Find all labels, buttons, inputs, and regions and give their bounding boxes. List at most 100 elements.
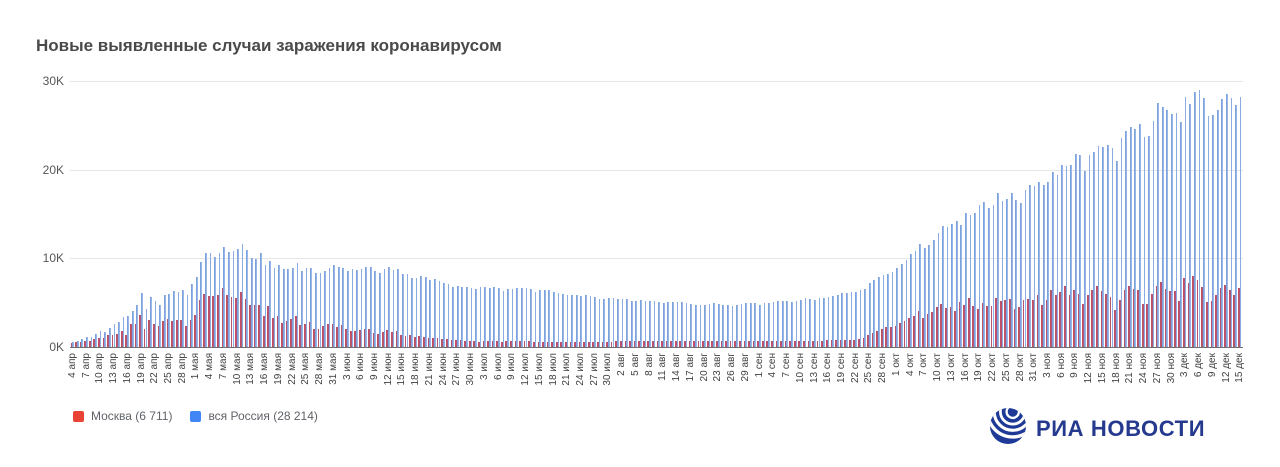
bar-russia[interactable] xyxy=(768,302,770,347)
bar-moscow[interactable] xyxy=(423,337,425,347)
bar-moscow[interactable] xyxy=(75,342,77,347)
bar-russia[interactable] xyxy=(470,287,473,347)
bar-russia[interactable] xyxy=(681,302,683,347)
bar-russia[interactable] xyxy=(1084,171,1086,347)
bar-russia[interactable] xyxy=(932,239,935,347)
bar-russia[interactable] xyxy=(461,286,464,347)
bar-russia[interactable] xyxy=(951,224,953,347)
bar-russia[interactable] xyxy=(292,268,294,347)
bar-russia[interactable] xyxy=(1175,112,1178,347)
bar-russia[interactable] xyxy=(337,266,340,347)
bar-russia[interactable] xyxy=(987,207,990,347)
bar-russia[interactable] xyxy=(1065,166,1068,347)
bar-moscow[interactable] xyxy=(990,305,993,347)
bar-russia[interactable] xyxy=(397,268,400,347)
bar-moscow[interactable] xyxy=(450,339,453,347)
bar-moscow[interactable] xyxy=(1045,300,1048,347)
bar-moscow[interactable] xyxy=(688,341,691,347)
bar-moscow[interactable] xyxy=(638,340,640,347)
bar-russia[interactable] xyxy=(456,286,459,347)
bar-moscow[interactable] xyxy=(963,305,965,347)
bar-moscow[interactable] xyxy=(528,341,531,347)
bar-russia[interactable] xyxy=(296,263,299,347)
bar-moscow[interactable] xyxy=(917,310,920,347)
bar-russia[interactable] xyxy=(713,303,715,347)
bar-moscow[interactable] xyxy=(1132,288,1135,347)
bar-russia[interactable] xyxy=(978,205,981,347)
bar-russia[interactable] xyxy=(1088,155,1091,347)
bar-moscow[interactable] xyxy=(304,324,306,347)
bar-moscow[interactable] xyxy=(592,341,595,347)
bar-moscow[interactable] xyxy=(510,341,512,347)
bar-russia[interactable] xyxy=(804,298,807,347)
bar-moscow[interactable] xyxy=(793,340,796,347)
bar-moscow[interactable] xyxy=(615,340,618,347)
bar-moscow[interactable] xyxy=(180,320,183,347)
bar-moscow[interactable] xyxy=(148,319,151,347)
bar-russia[interactable] xyxy=(832,295,834,347)
bar-moscow[interactable] xyxy=(986,306,988,347)
bar-russia[interactable] xyxy=(969,214,972,347)
bar-moscow[interactable] xyxy=(487,341,489,347)
bar-russia[interactable] xyxy=(603,298,606,347)
bar-moscow[interactable] xyxy=(464,340,466,347)
bar-russia[interactable] xyxy=(1203,97,1205,347)
bar-russia[interactable] xyxy=(145,309,148,347)
bar-russia[interactable] xyxy=(438,281,441,347)
bar-moscow[interactable] xyxy=(1091,290,1094,347)
bar-russia[interactable] xyxy=(1230,98,1233,347)
bar-moscow[interactable] xyxy=(386,329,389,347)
bar-russia[interactable] xyxy=(310,268,313,347)
bar-moscow[interactable] xyxy=(1183,278,1185,347)
bar-russia[interactable] xyxy=(946,226,949,347)
bar-russia[interactable] xyxy=(159,304,161,347)
bar-moscow[interactable] xyxy=(885,327,888,347)
bar-russia[interactable] xyxy=(644,300,647,347)
bar-russia[interactable] xyxy=(241,243,244,347)
bar-russia[interactable] xyxy=(205,252,207,347)
bar-russia[interactable] xyxy=(1166,110,1169,347)
bar-russia[interactable] xyxy=(1116,160,1118,347)
bar-moscow[interactable] xyxy=(1059,291,1062,347)
bar-moscow[interactable] xyxy=(281,323,283,347)
bar-russia[interactable] xyxy=(1024,189,1027,347)
bar-moscow[interactable] xyxy=(1004,300,1007,347)
bar-russia[interactable] xyxy=(246,250,248,347)
bar-russia[interactable] xyxy=(108,327,111,347)
bar-moscow[interactable] xyxy=(1219,288,1222,347)
bar-moscow[interactable] xyxy=(313,328,315,347)
bar-russia[interactable] xyxy=(1079,155,1082,347)
bar-russia[interactable] xyxy=(639,300,642,347)
bar-moscow[interactable] xyxy=(890,326,892,347)
bar-russia[interactable] xyxy=(168,294,171,347)
bar-moscow[interactable] xyxy=(587,341,590,347)
bar-moscow[interactable] xyxy=(651,341,654,347)
bar-russia[interactable] xyxy=(795,300,798,347)
bar-moscow[interactable] xyxy=(679,340,682,347)
bar-russia[interactable] xyxy=(324,271,326,347)
bar-moscow[interactable] xyxy=(363,329,366,347)
bar-moscow[interactable] xyxy=(551,341,553,347)
bar-russia[interactable] xyxy=(223,247,226,347)
bar-russia[interactable] xyxy=(278,264,280,347)
bar-russia[interactable] xyxy=(685,302,688,347)
bar-russia[interactable] xyxy=(928,245,931,347)
bar-moscow[interactable] xyxy=(706,340,709,347)
bar-russia[interactable] xyxy=(1161,106,1164,347)
bar-moscow[interactable] xyxy=(537,341,540,347)
bar-russia[interactable] xyxy=(429,279,432,347)
bar-moscow[interactable] xyxy=(633,340,636,347)
bar-russia[interactable] xyxy=(1111,148,1114,347)
bar-moscow[interactable] xyxy=(578,341,581,347)
bar-russia[interactable] xyxy=(1225,93,1228,347)
bar-moscow[interactable] xyxy=(729,341,732,347)
bar-moscow[interactable] xyxy=(1128,285,1130,347)
bar-russia[interactable] xyxy=(369,267,372,347)
bar-moscow[interactable] xyxy=(88,341,91,347)
bar-russia[interactable] xyxy=(1184,97,1187,347)
bar-russia[interactable] xyxy=(910,253,912,347)
bar-moscow[interactable] xyxy=(789,340,791,347)
bar-moscow[interactable] xyxy=(354,330,357,347)
bar-moscow[interactable] xyxy=(1155,286,1158,347)
bar-russia[interactable] xyxy=(163,295,166,347)
